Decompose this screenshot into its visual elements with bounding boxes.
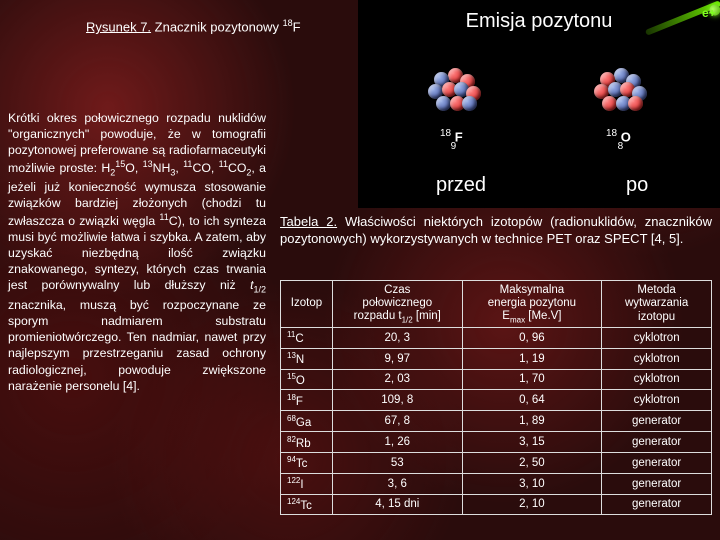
cell-emax: 2, 10 xyxy=(462,494,602,515)
body-paragraph: Krótki okres połowicznego rozpadu nuklid… xyxy=(8,110,266,394)
cell-isotope: 11C xyxy=(281,327,333,348)
cell-isotope: 13N xyxy=(281,348,333,369)
phase-after-label: po xyxy=(626,174,648,197)
cell-halflife: 3, 6 xyxy=(332,473,462,494)
cell-emax: 1, 19 xyxy=(462,348,602,369)
figure-caption-text: Znacznik pozytonowy xyxy=(151,19,283,34)
table-row: 18F109, 80, 64cyklotron xyxy=(281,390,712,411)
nuclide-before-label: 18 F 9 xyxy=(440,128,463,152)
cell-emax: 0, 64 xyxy=(462,390,602,411)
cell-method: generator xyxy=(602,473,712,494)
cell-method: generator xyxy=(602,411,712,432)
cell-method: cyklotron xyxy=(602,390,712,411)
tracer-symbol: F xyxy=(293,19,301,34)
cell-halflife: 9, 97 xyxy=(332,348,462,369)
cell-isotope: 94Tc xyxy=(281,452,333,473)
positron-label: e+ xyxy=(702,6,716,20)
cell-emax: 3, 15 xyxy=(462,432,602,453)
cell-halflife: 53 xyxy=(332,452,462,473)
cell-halflife: 1, 26 xyxy=(332,432,462,453)
cell-isotope: 82Rb xyxy=(281,432,333,453)
cell-method: generator xyxy=(602,432,712,453)
figure-label: Rysunek 7. xyxy=(86,19,151,34)
cell-halflife: 109, 8 xyxy=(332,390,462,411)
cell-method: generator xyxy=(602,494,712,515)
cell-halflife: 67, 8 xyxy=(332,411,462,432)
table-row: 11C20, 30, 96cyklotron xyxy=(281,327,712,348)
table-row: 68Ga67, 81, 89generator xyxy=(281,411,712,432)
table-caption-text: Właściwości niektórych izotopów (radionu… xyxy=(280,214,712,246)
cell-method: cyklotron xyxy=(602,327,712,348)
positron-emission-diagram: Emisja pozytonu e+ 18 F 9 18 O 8 xyxy=(358,0,720,208)
table-row: 122I3, 63, 10generator xyxy=(281,473,712,494)
cell-method: cyklotron xyxy=(602,369,712,390)
th-emax: Maksymalnaenergia pozytonuEmax [Me.V] xyxy=(462,281,602,328)
table-caption: Tabela 2. Właściwości niektórych izotopó… xyxy=(280,214,712,247)
table-row: 94Tc532, 50generator xyxy=(281,452,712,473)
cell-halflife: 2, 03 xyxy=(332,369,462,390)
cell-halflife: 4, 15 dni xyxy=(332,494,462,515)
cell-emax: 3, 10 xyxy=(462,473,602,494)
th-isotope: Izotop xyxy=(281,281,333,328)
cell-emax: 0, 96 xyxy=(462,327,602,348)
cell-method: cyklotron xyxy=(602,348,712,369)
nucleus-after xyxy=(594,62,650,118)
th-method: Metodawytwarzaniaizotopu xyxy=(602,281,712,328)
cell-isotope: 124Tc xyxy=(281,494,333,515)
cell-emax: 2, 50 xyxy=(462,452,602,473)
table-header-row: Izotop Czaspołowicznegorozpadu t1/2 [min… xyxy=(281,281,712,328)
cell-method: generator xyxy=(602,452,712,473)
table-row: 15O2, 031, 70cyklotron xyxy=(281,369,712,390)
table-row: 124Tc4, 15 dni2, 10generator xyxy=(281,494,712,515)
nucleus-before xyxy=(428,62,484,118)
cell-halflife: 20, 3 xyxy=(332,327,462,348)
th-halflife: Czaspołowicznegorozpadu t1/2 [min] xyxy=(332,281,462,328)
cell-isotope: 18F xyxy=(281,390,333,411)
table-row: 13N9, 971, 19cyklotron xyxy=(281,348,712,369)
table-label: Tabela 2. xyxy=(280,214,337,229)
figure-caption: Rysunek 7. Znacznik pozytonowy 18F xyxy=(86,18,301,34)
phase-before-label: przed xyxy=(436,174,486,197)
cell-emax: 1, 70 xyxy=(462,369,602,390)
cell-emax: 1, 89 xyxy=(462,411,602,432)
cell-isotope: 15O xyxy=(281,369,333,390)
nuclide-after-label: 18 O 8 xyxy=(606,128,631,152)
isotope-table: Izotop Czaspołowicznegorozpadu t1/2 [min… xyxy=(280,280,712,515)
cell-isotope: 68Ga xyxy=(281,411,333,432)
tracer-mass: 18 xyxy=(283,18,293,28)
cell-isotope: 122I xyxy=(281,473,333,494)
table-row: 82Rb1, 263, 15generator xyxy=(281,432,712,453)
